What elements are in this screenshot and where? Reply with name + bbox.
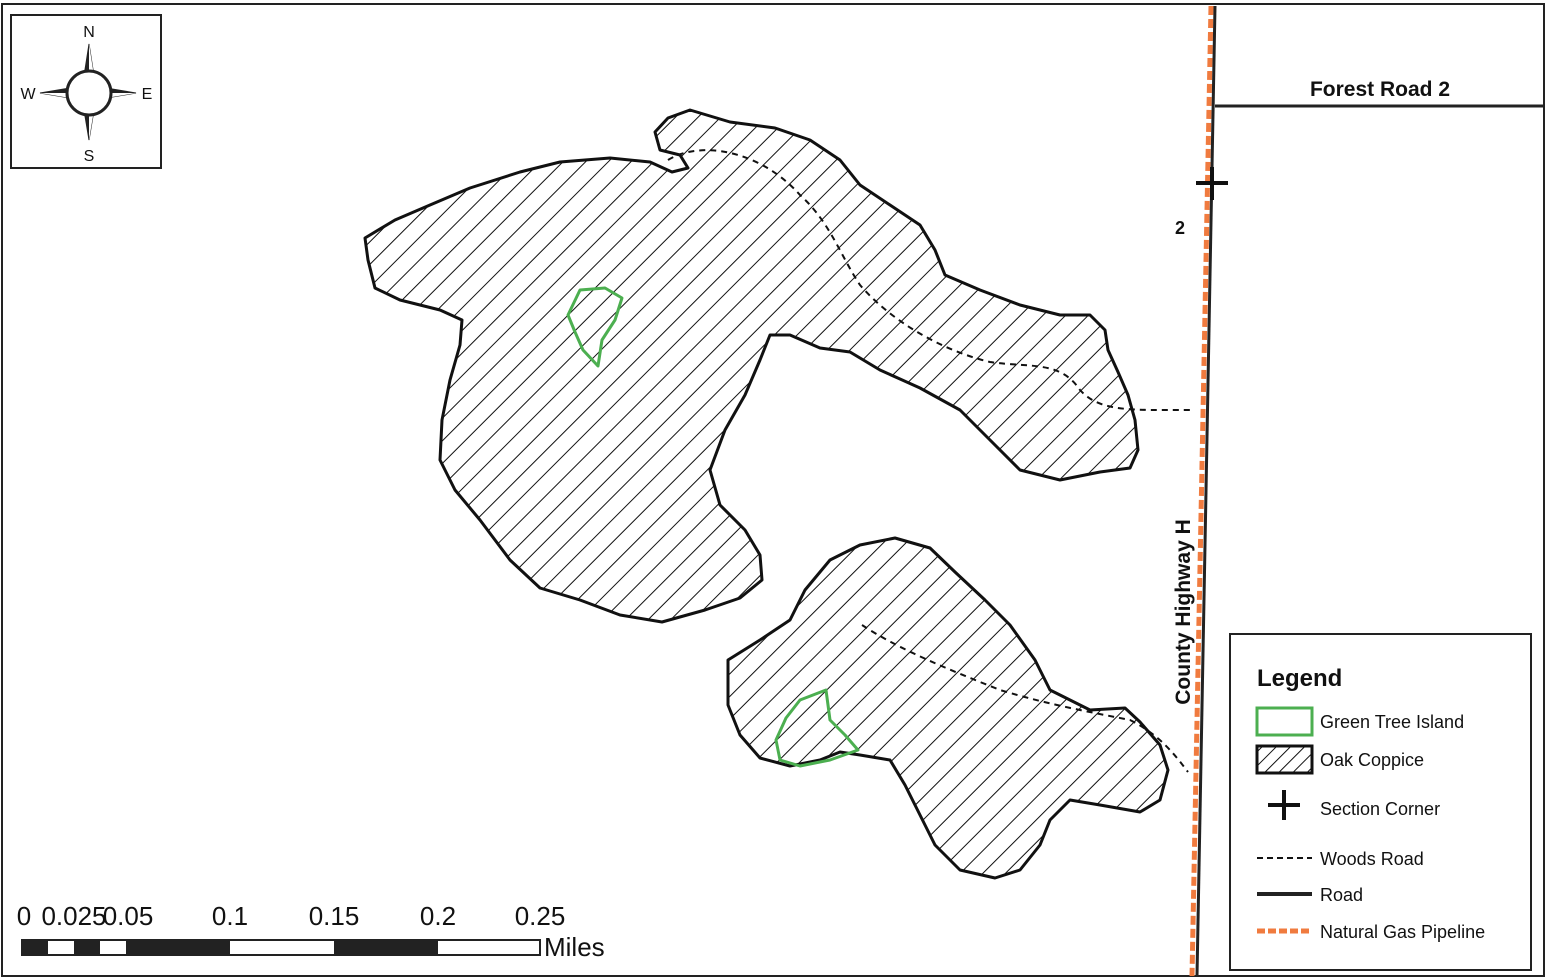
natural-gas-pipeline	[1189, 5, 1214, 977]
legend-item-label: Road	[1320, 885, 1363, 905]
green-tree-island-north	[566, 286, 624, 368]
legend-title: Legend	[1257, 665, 1342, 692]
legend: Legend Green Tree Island Oak Coppice Sec…	[1229, 633, 1532, 971]
compass-ring-icon	[65, 69, 113, 117]
scale-tick-0: 0	[17, 901, 31, 931]
map-frame	[1, 3, 1545, 977]
north-arrow: N S W E	[10, 14, 162, 169]
oak-coppice-stand-north	[363, 108, 1140, 624]
woods-road-south	[861, 624, 1189, 773]
legend-item-label: Green Tree Island	[1320, 712, 1464, 732]
north-arrow-box	[10, 14, 162, 169]
legend-box	[1229, 633, 1532, 971]
compass-south-label: S	[84, 148, 95, 165]
compass-east-label: E	[142, 86, 153, 103]
section-corner-legend-icon	[1268, 790, 1300, 820]
scale-tick-0.025: 0.025	[41, 901, 106, 931]
scale-tick-0.25: 0.25	[515, 901, 566, 931]
scale-unit-label: Miles	[544, 932, 605, 962]
forest-road-label: Forest Road 2	[1310, 78, 1450, 101]
scale-tick-0.05: 0.05	[103, 901, 154, 931]
compass-west-label: W	[20, 86, 36, 103]
green-tree-island-swatch	[1255, 706, 1314, 737]
section-corner-icon	[1196, 167, 1228, 200]
legend-item-label: Natural Gas Pipeline	[1320, 922, 1485, 942]
legend-item-label: Woods Road	[1320, 849, 1424, 869]
scale-tick-0.1: 0.1	[212, 901, 248, 931]
scale-tick-0.15: 0.15	[309, 901, 360, 931]
legend-item-label: Section Corner	[1320, 799, 1440, 819]
compass-north-label: N	[83, 24, 95, 41]
scale-tick-0.2: 0.2	[420, 901, 456, 931]
scale-bar: 0 0.025 0.05 0.1 0.15 0.2 0.25 Miles	[17, 901, 605, 962]
section-number-label: 2	[1175, 218, 1185, 238]
oak-coppice-swatch	[1255, 744, 1314, 775]
legend-item-label: Oak Coppice	[1320, 750, 1424, 770]
county-highway-label: County Highway H	[1172, 519, 1195, 705]
green-tree-island-south	[774, 688, 860, 768]
woods-road-north	[667, 149, 1191, 412]
